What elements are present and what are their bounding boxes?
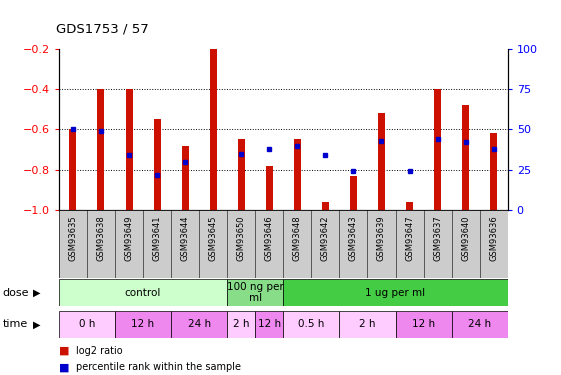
Bar xyxy=(396,311,452,338)
Text: 0 h: 0 h xyxy=(79,320,95,329)
Bar xyxy=(490,134,497,210)
Bar xyxy=(115,311,171,338)
Text: 12 h: 12 h xyxy=(131,320,155,329)
Text: GDS1753 / 57: GDS1753 / 57 xyxy=(56,22,149,36)
Bar xyxy=(227,311,255,338)
Bar xyxy=(339,311,396,338)
Bar xyxy=(154,119,160,210)
Text: ▶: ▶ xyxy=(33,320,40,329)
Text: GSM93649: GSM93649 xyxy=(125,215,134,261)
Bar xyxy=(322,202,329,210)
Bar xyxy=(406,202,413,210)
Text: GSM93635: GSM93635 xyxy=(68,215,77,261)
Text: 24 h: 24 h xyxy=(187,320,211,329)
Text: dose: dose xyxy=(3,288,29,297)
Text: ■: ■ xyxy=(59,363,70,372)
Text: 24 h: 24 h xyxy=(468,320,491,329)
Text: time: time xyxy=(3,320,28,329)
Bar xyxy=(210,49,217,210)
Text: 0.5 h: 0.5 h xyxy=(298,320,325,329)
Text: GSM93640: GSM93640 xyxy=(461,215,470,261)
Text: GSM93641: GSM93641 xyxy=(153,215,162,261)
Bar xyxy=(59,279,227,306)
Text: 12 h: 12 h xyxy=(412,320,435,329)
Bar xyxy=(98,89,104,210)
Text: ■: ■ xyxy=(59,346,70,355)
Text: log2 ratio: log2 ratio xyxy=(76,346,122,355)
Bar xyxy=(70,129,76,210)
Text: GSM93636: GSM93636 xyxy=(489,215,498,261)
Text: control: control xyxy=(125,288,161,297)
Text: GSM93647: GSM93647 xyxy=(405,215,414,261)
Bar xyxy=(238,140,245,210)
Text: GSM93639: GSM93639 xyxy=(377,215,386,261)
Bar xyxy=(283,279,508,306)
Text: GSM93644: GSM93644 xyxy=(181,215,190,261)
Text: 12 h: 12 h xyxy=(257,320,281,329)
Bar xyxy=(294,140,301,210)
Text: 2 h: 2 h xyxy=(359,320,376,329)
Text: percentile rank within the sample: percentile rank within the sample xyxy=(76,363,241,372)
Text: GSM93637: GSM93637 xyxy=(433,215,442,261)
Bar xyxy=(171,311,227,338)
Bar xyxy=(283,311,339,338)
Text: 1 ug per ml: 1 ug per ml xyxy=(365,288,426,297)
Bar xyxy=(350,176,357,210)
Bar xyxy=(126,89,132,210)
Text: GSM93646: GSM93646 xyxy=(265,215,274,261)
Bar xyxy=(182,146,188,210)
Bar xyxy=(378,113,385,210)
Text: 2 h: 2 h xyxy=(233,320,250,329)
Bar xyxy=(462,105,469,210)
Text: ▶: ▶ xyxy=(33,288,40,297)
Text: GSM93643: GSM93643 xyxy=(349,215,358,261)
Text: GSM93650: GSM93650 xyxy=(237,215,246,261)
Bar xyxy=(266,166,273,210)
Text: GSM93638: GSM93638 xyxy=(96,215,105,261)
Bar xyxy=(452,311,508,338)
Bar xyxy=(434,89,441,210)
Text: 100 ng per
ml: 100 ng per ml xyxy=(227,282,284,303)
Bar xyxy=(59,311,115,338)
Text: GSM93645: GSM93645 xyxy=(209,215,218,261)
Text: GSM93648: GSM93648 xyxy=(293,215,302,261)
Text: GSM93642: GSM93642 xyxy=(321,215,330,261)
Bar xyxy=(255,311,283,338)
Bar xyxy=(227,279,283,306)
